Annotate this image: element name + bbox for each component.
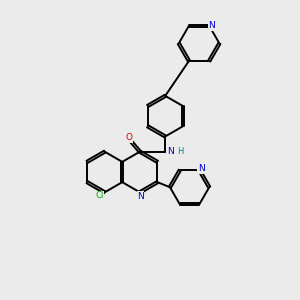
Text: O: O [125,133,133,142]
Text: N: N [167,147,174,156]
Text: Cl: Cl [95,191,104,200]
Text: N: N [137,192,144,201]
Text: N: N [208,21,215,30]
Text: H: H [177,147,184,156]
Text: N: N [198,164,205,173]
